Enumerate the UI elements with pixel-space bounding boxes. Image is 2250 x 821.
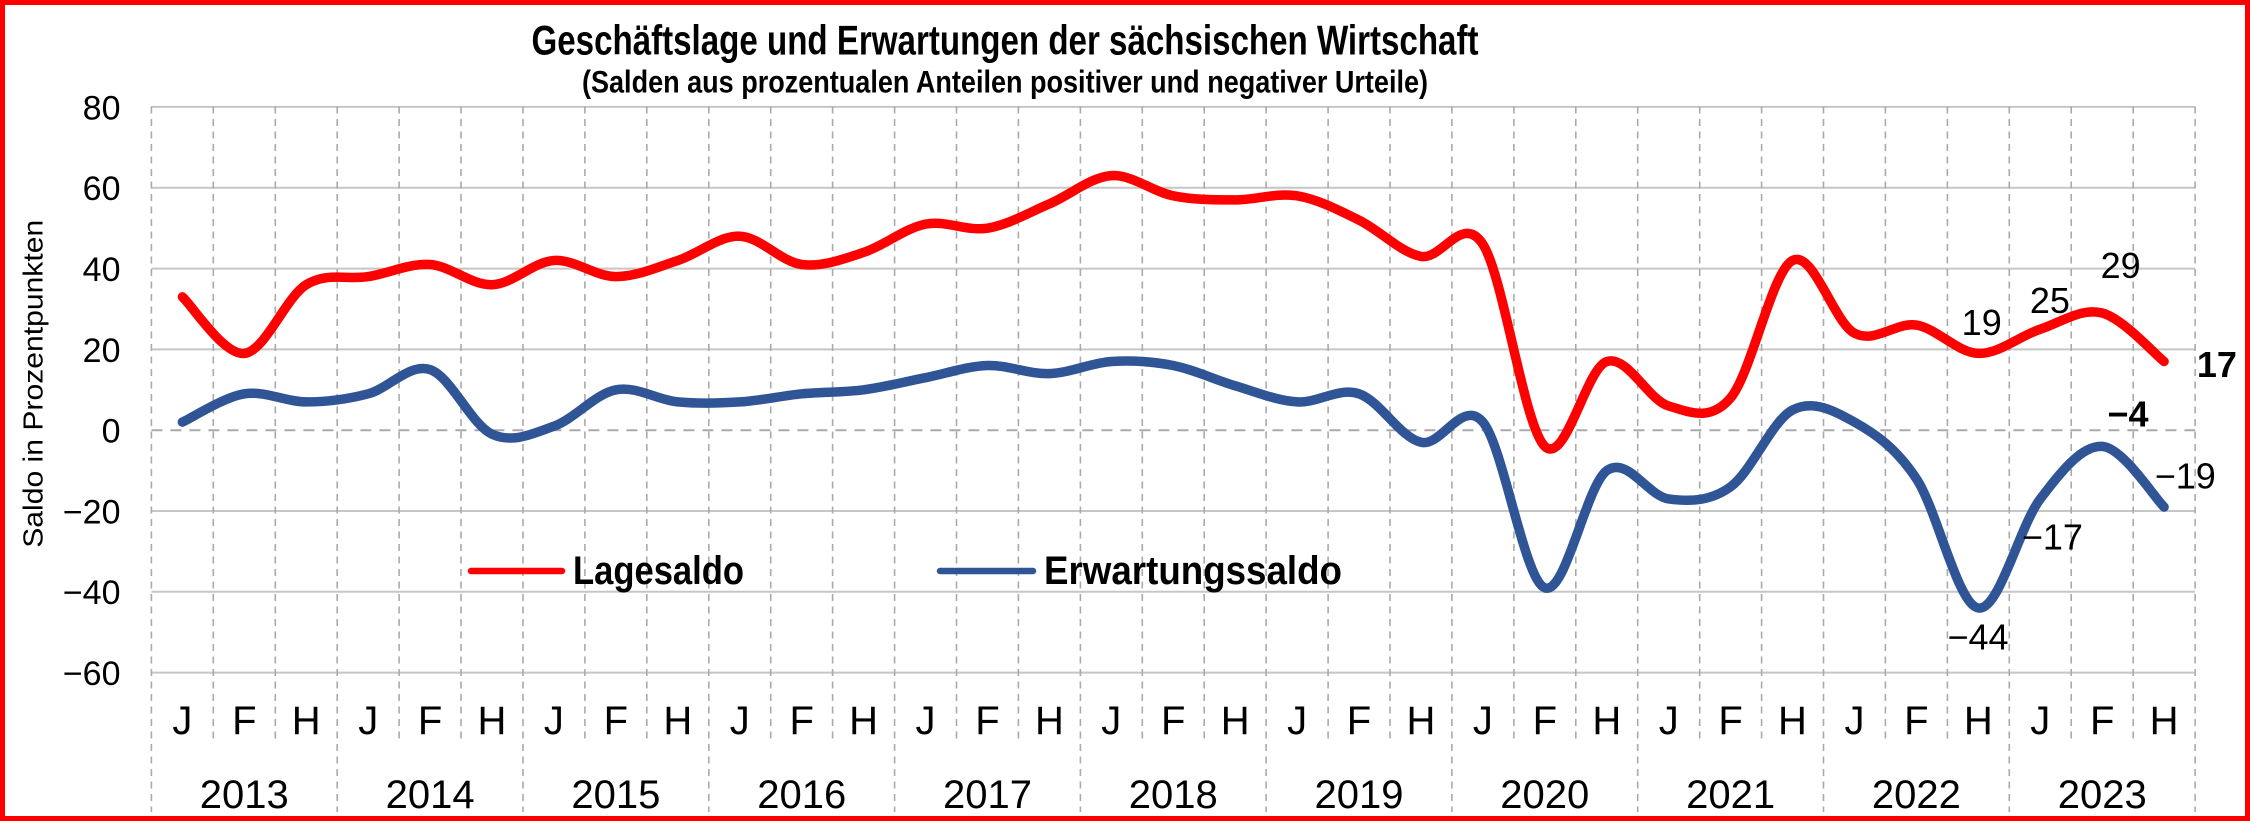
svg-text:J: J xyxy=(916,699,936,743)
svg-text:−40: −40 xyxy=(63,574,121,612)
svg-text:H: H xyxy=(478,699,507,743)
svg-text:J: J xyxy=(730,699,750,743)
svg-text:2021: 2021 xyxy=(1686,773,1775,817)
svg-text:J: J xyxy=(1473,699,1493,743)
svg-text:J: J xyxy=(2030,699,2050,743)
svg-text:F: F xyxy=(1718,699,1742,743)
svg-text:F: F xyxy=(604,699,628,743)
svg-text:40: 40 xyxy=(83,251,121,289)
svg-text:J: J xyxy=(358,699,378,743)
svg-text:2013: 2013 xyxy=(200,773,289,817)
svg-text:2014: 2014 xyxy=(386,773,475,817)
svg-text:−17: −17 xyxy=(2022,516,2083,557)
svg-text:F: F xyxy=(2090,699,2114,743)
svg-text:0: 0 xyxy=(102,413,121,451)
svg-text:Erwartungssaldo: Erwartungssaldo xyxy=(1044,549,1342,593)
svg-text:J: J xyxy=(1287,699,1307,743)
svg-text:80: 80 xyxy=(83,89,121,127)
svg-text:J: J xyxy=(1845,699,1865,743)
svg-text:2020: 2020 xyxy=(1500,773,1589,817)
svg-text:F: F xyxy=(1533,699,1557,743)
svg-text:F: F xyxy=(975,699,999,743)
svg-text:F: F xyxy=(789,699,813,743)
svg-text:H: H xyxy=(292,699,321,743)
svg-text:−44: −44 xyxy=(1947,617,2008,658)
svg-text:F: F xyxy=(232,699,256,743)
svg-text:J: J xyxy=(1659,699,1679,743)
svg-text:Lagesaldo: Lagesaldo xyxy=(573,549,744,593)
svg-text:−20: −20 xyxy=(63,493,121,531)
svg-text:H: H xyxy=(663,699,692,743)
svg-text:Saldo in Prozentpunkten: Saldo in Prozentpunkten xyxy=(18,220,49,548)
svg-text:F: F xyxy=(1347,699,1371,743)
svg-text:2015: 2015 xyxy=(571,773,660,817)
svg-text:H: H xyxy=(1407,699,1436,743)
svg-text:H: H xyxy=(2150,699,2179,743)
svg-text:Geschäftslage und Erwartungen: Geschäftslage und Erwartungen der sächsi… xyxy=(532,17,1479,64)
svg-text:J: J xyxy=(544,699,564,743)
svg-text:2022: 2022 xyxy=(1872,773,1961,817)
svg-text:60: 60 xyxy=(83,170,121,208)
svg-text:17: 17 xyxy=(2197,344,2237,385)
svg-text:2017: 2017 xyxy=(943,773,1032,817)
svg-text:2023: 2023 xyxy=(2058,773,2147,817)
svg-text:H: H xyxy=(1778,699,1807,743)
svg-text:19: 19 xyxy=(1962,302,2002,343)
svg-text:J: J xyxy=(172,699,192,743)
svg-text:H: H xyxy=(1592,699,1621,743)
svg-text:29: 29 xyxy=(2101,245,2141,286)
svg-text:F: F xyxy=(418,699,442,743)
svg-text:−60: −60 xyxy=(63,655,121,693)
svg-text:2018: 2018 xyxy=(1129,773,1218,817)
svg-text:J: J xyxy=(1101,699,1121,743)
svg-text:H: H xyxy=(1221,699,1250,743)
svg-text:25: 25 xyxy=(2030,280,2070,321)
svg-text:−19: −19 xyxy=(2155,455,2216,496)
svg-text:−4: −4 xyxy=(2107,394,2148,435)
svg-text:F: F xyxy=(1904,699,1928,743)
svg-text:20: 20 xyxy=(83,332,121,370)
svg-text:H: H xyxy=(1964,699,1993,743)
svg-text:2019: 2019 xyxy=(1315,773,1404,817)
svg-text:H: H xyxy=(1035,699,1064,743)
svg-text:2016: 2016 xyxy=(757,773,846,817)
svg-text:H: H xyxy=(849,699,878,743)
svg-text:F: F xyxy=(1161,699,1185,743)
svg-text:(Salden aus prozentualen Antei: (Salden aus prozentualen Anteilen positi… xyxy=(582,64,1428,100)
